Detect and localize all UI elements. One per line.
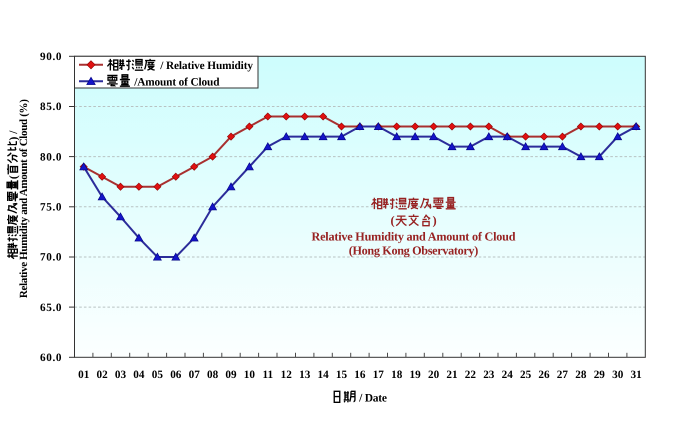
- svg-text:18: 18: [391, 369, 403, 381]
- svg-text:04: 04: [133, 369, 145, 381]
- svg-text:03: 03: [115, 369, 127, 381]
- svg-text:(: (: [391, 214, 395, 228]
- svg-text:28: 28: [575, 369, 587, 381]
- svg-text:75.0: 75.0: [40, 202, 62, 214]
- svg-text:Relative Humidity and Amount o: Relative Humidity and Amount of Cloud: [312, 230, 516, 244]
- svg-text:60.0: 60.0: [40, 352, 62, 364]
- svg-text:26: 26: [538, 369, 550, 381]
- svg-text:22: 22: [465, 369, 477, 381]
- svg-text:16: 16: [354, 369, 366, 381]
- svg-text:/ Relative Humidity: / Relative Humidity: [158, 60, 254, 72]
- svg-text:06: 06: [170, 369, 182, 381]
- svg-text:): ): [433, 214, 437, 228]
- svg-text:(Hong Kong Observatory): (Hong Kong Observatory): [349, 244, 479, 258]
- svg-text:) /: ) /: [8, 130, 20, 141]
- svg-text:90.0: 90.0: [40, 51, 62, 63]
- svg-text:Relative Humidity and Amount o: Relative Humidity and Amount of Cloud (%…: [18, 99, 30, 298]
- svg-text:15: 15: [336, 369, 348, 381]
- svg-text:13: 13: [299, 369, 311, 381]
- svg-text:21: 21: [446, 369, 458, 381]
- svg-text:31: 31: [631, 369, 643, 381]
- svg-text:70.0: 70.0: [40, 252, 62, 264]
- svg-text:12: 12: [281, 369, 293, 381]
- svg-text:20: 20: [428, 369, 440, 381]
- svg-text:17: 17: [373, 369, 385, 381]
- svg-text:27: 27: [557, 369, 569, 381]
- svg-text:07: 07: [189, 369, 201, 381]
- svg-text:01: 01: [78, 369, 90, 381]
- svg-text:24: 24: [502, 369, 514, 381]
- svg-text:29: 29: [594, 369, 606, 381]
- svg-text:08: 08: [207, 369, 219, 381]
- svg-text:85.0: 85.0: [40, 101, 62, 113]
- svg-text:19: 19: [410, 369, 422, 381]
- svg-text:/ Date: / Date: [357, 392, 388, 404]
- svg-text:11: 11: [263, 369, 274, 381]
- svg-text:30: 30: [612, 369, 624, 381]
- svg-text:09: 09: [225, 369, 237, 381]
- svg-text:02: 02: [97, 369, 109, 381]
- svg-text:14: 14: [318, 369, 330, 381]
- svg-text:10: 10: [244, 369, 256, 381]
- svg-text:05: 05: [152, 369, 164, 381]
- svg-text:25: 25: [520, 369, 532, 381]
- svg-text:/Amount of Cloud: /Amount of Cloud: [132, 77, 221, 89]
- svg-text:65.0: 65.0: [40, 302, 62, 314]
- svg-text:23: 23: [483, 369, 495, 381]
- svg-text:(: (: [8, 175, 20, 179]
- svg-text:80.0: 80.0: [40, 151, 62, 163]
